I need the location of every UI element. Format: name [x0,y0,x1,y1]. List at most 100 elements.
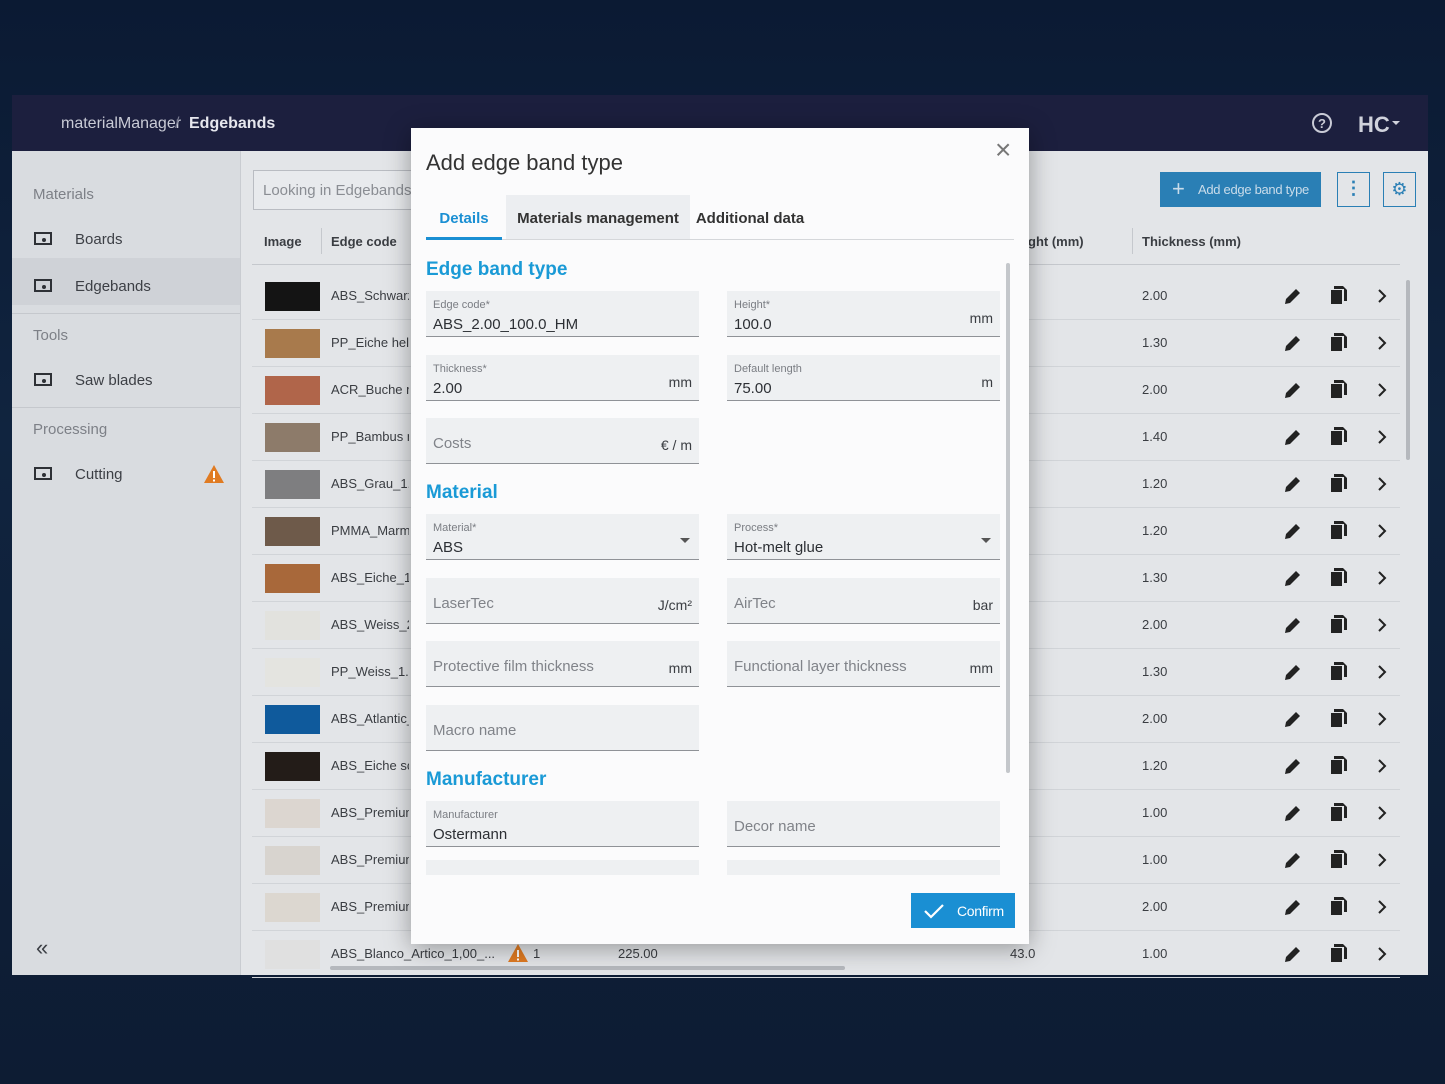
sidebar-item[interactable]: Edgebands [75,278,151,295]
copy-icon[interactable] [1326,330,1350,354]
text-field[interactable]: Costs € / m [426,418,699,464]
settings-button[interactable]: ⚙ [1383,172,1416,207]
field-label: Edge code* [433,299,490,311]
breadcrumb-page: Edgebands [189,115,276,132]
header-icons[interactable]: ? HC [1308,110,1408,140]
open-icon[interactable] [1370,425,1394,449]
sidebar-icon[interactable] [32,369,56,393]
copy-icon[interactable] [1326,753,1350,777]
edit-icon[interactable] [1281,613,1305,637]
sidebar-item[interactable]: Saw blades [75,372,153,389]
edit-icon[interactable] [1281,754,1305,778]
column-header: Image [264,234,302,249]
thickness: 2.00 [1142,382,1168,397]
open-icon[interactable] [1370,942,1394,966]
dropdown-arrow[interactable] [673,528,697,552]
warning-icon[interactable] [506,941,530,965]
field-value: 75.00 [734,379,772,397]
open-icon[interactable] [1370,284,1394,308]
edge-code: ACR_Buche m [331,382,409,397]
open-icon[interactable] [1370,519,1394,543]
open-icon[interactable] [1370,801,1394,825]
field-value: Ostermann [433,825,508,843]
thickness: 1.20 [1142,758,1168,773]
text-field[interactable]: Process* Hot-melt glue [727,514,1000,560]
edit-icon[interactable] [1281,566,1305,590]
edit-icon[interactable] [1281,707,1305,731]
copy-icon[interactable] [1326,612,1350,636]
sidebar-icon[interactable] [32,228,56,252]
field-placeholder: Costs [433,435,472,452]
sidebar-icon[interactable] [32,275,56,299]
add-button[interactable] [1160,172,1321,207]
text-field[interactable]: Edge code* ABS_2.00_100.0_HM [426,291,699,337]
open-icon[interactable] [1370,754,1394,778]
edit-icon[interactable] [1281,519,1305,543]
open-icon[interactable] [1370,707,1394,731]
open-icon[interactable] [1370,895,1394,919]
text-field[interactable]: Manufacturer Ostermann [426,800,699,847]
add-button-plus: + [1172,176,1185,201]
open-icon[interactable] [1370,472,1394,496]
open-icon[interactable] [1370,331,1394,355]
edit-icon[interactable] [1281,331,1305,355]
open-icon[interactable] [1370,848,1394,872]
text-field[interactable]: AirTec bar [727,577,1000,624]
edit-icon[interactable] [1281,942,1305,966]
edit-icon[interactable] [1281,472,1305,496]
tab[interactable]: Materials management [517,210,679,227]
open-icon[interactable] [1370,613,1394,637]
edit-icon[interactable] [1281,895,1305,919]
copy-icon[interactable] [1326,894,1350,918]
text-field[interactable]: Thickness* 2.00 mm [426,354,699,401]
copy-icon[interactable] [1326,471,1350,495]
text-field[interactable]: LaserTec J/cm² [426,577,699,624]
edit-icon[interactable] [1281,848,1305,872]
open-icon[interactable] [1370,660,1394,684]
copy-icon[interactable] [1326,941,1350,965]
edit-icon[interactable] [1281,425,1305,449]
copy-icon[interactable] [1326,283,1350,307]
text-field[interactable]: Macro name [426,704,699,751]
text-field[interactable]: Protective film thickness mm [426,641,699,687]
copy-icon[interactable] [1326,706,1350,730]
thickness: 1.20 [1142,476,1168,491]
sidebar-section: Tools [33,327,69,344]
confirm-button[interactable] [911,893,1015,928]
sidebar-item[interactable]: Boards [75,231,123,248]
text-field[interactable]: Material* ABS [426,514,699,560]
copy-icon[interactable] [1326,518,1350,542]
open-icon[interactable] [1370,566,1394,590]
sidebar-item[interactable]: Cutting [75,466,123,483]
sidebar-icon[interactable] [32,463,56,487]
collapse-button[interactable]: « [36,935,49,960]
edit-icon[interactable] [1281,378,1305,402]
image-swatch [265,329,320,358]
copy-icon[interactable] [1326,847,1350,871]
copy-icon[interactable] [1326,659,1350,683]
breadcrumb-app[interactable]: materialManager [61,115,182,132]
text-field[interactable]: Functional layer thickness mm [727,641,1000,687]
edit-icon[interactable] [1281,801,1305,825]
copy-icon[interactable] [1326,377,1350,401]
close-button[interactable]: × [995,134,1012,165]
field-value: Hot-melt glue [734,539,824,556]
tab[interactable]: Details [439,210,489,227]
thickness: 1.00 [1142,946,1168,961]
text-field[interactable]: Decor name [727,800,1000,847]
edit-icon[interactable] [1281,660,1305,684]
tab-bg [506,195,690,239]
tab[interactable]: Additional data [695,210,805,227]
copy-icon[interactable] [1326,424,1350,448]
copy-icon[interactable] [1326,800,1350,824]
dropdown-arrow[interactable] [974,528,998,552]
warning-icon[interactable] [202,462,226,486]
text-field[interactable]: Default length 75.00 m [727,354,1000,401]
open-icon[interactable] [1370,378,1394,402]
text-field[interactable]: Height* 100.0 mm [727,291,1000,337]
breadcrumb-separator: / [175,115,180,132]
more-button[interactable]: ⋮ [1337,172,1370,207]
search-box[interactable] [253,170,425,210]
copy-icon[interactable] [1326,565,1350,589]
edit-icon[interactable] [1281,284,1305,308]
